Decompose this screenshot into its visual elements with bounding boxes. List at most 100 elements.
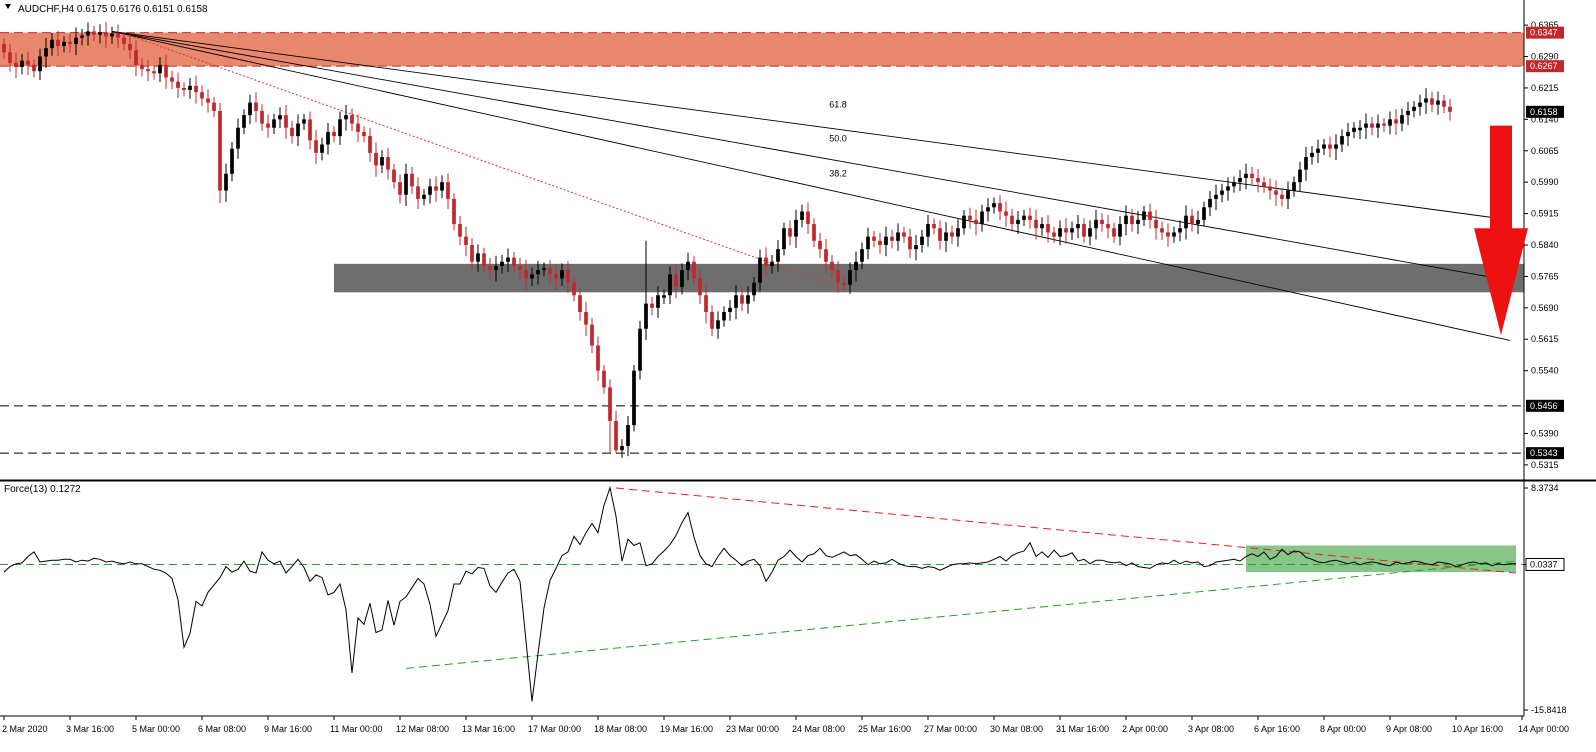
candle <box>752 277 756 302</box>
candle-body <box>302 119 306 124</box>
candle <box>350 108 354 132</box>
candle <box>434 176 438 202</box>
candle-body <box>704 295 708 313</box>
candle <box>194 75 198 104</box>
candle-body <box>818 240 822 250</box>
x-tick-label: 31 Mar 16:00 <box>1056 724 1109 734</box>
candle-body <box>500 261 504 266</box>
candle-body <box>242 115 246 128</box>
candle <box>812 218 816 248</box>
candle-body <box>362 131 366 137</box>
x-tick-label: 13 Mar 16:00 <box>462 724 515 734</box>
candle-body <box>716 320 720 329</box>
candle-body <box>68 41 72 44</box>
candle-body <box>512 257 516 266</box>
candle-body <box>1364 123 1368 128</box>
candle-body <box>734 295 738 308</box>
candle-body <box>1040 224 1044 229</box>
candle <box>1358 119 1362 140</box>
collapse-triangle-icon[interactable] <box>5 4 11 9</box>
candle-body <box>1346 131 1350 137</box>
candle <box>938 220 942 250</box>
candle-body <box>524 270 528 279</box>
candle <box>1340 129 1344 153</box>
candle <box>230 141 234 182</box>
candle <box>380 150 384 173</box>
price-tick-label: 0.5990 <box>1531 177 1559 187</box>
down-arrow-icon <box>1474 125 1528 336</box>
candle-body <box>884 236 888 245</box>
candle <box>578 287 582 321</box>
candle <box>152 65 156 80</box>
x-tick-label: 6 Apr 16:00 <box>1254 724 1300 734</box>
candle <box>182 82 186 97</box>
candle-body <box>1358 127 1362 131</box>
candle-body <box>1154 219 1158 229</box>
candle <box>1364 113 1368 140</box>
candle-body <box>698 278 702 296</box>
candle-body <box>296 123 300 137</box>
candle <box>650 296 654 316</box>
candle <box>386 148 390 180</box>
candle <box>524 259 528 290</box>
candle <box>680 263 684 295</box>
candle <box>1298 161 1302 191</box>
candle-body <box>1202 207 1206 220</box>
candle-body <box>1232 182 1236 187</box>
candle-body <box>1016 219 1020 225</box>
candle <box>818 232 822 258</box>
candle <box>1376 114 1380 138</box>
candle <box>482 247 486 273</box>
candle <box>128 36 132 60</box>
candle-body <box>92 31 96 35</box>
price-tick-label: 0.5390 <box>1531 428 1559 438</box>
candle-body <box>152 71 156 74</box>
candle <box>236 118 240 159</box>
candle <box>674 264 678 299</box>
candle-body <box>1136 219 1140 225</box>
force-green-trendline <box>405 560 1517 669</box>
price-tick-label: 0.5765 <box>1531 271 1559 281</box>
candle <box>1244 163 1248 190</box>
candle-body <box>104 32 108 37</box>
candle-body <box>956 228 960 237</box>
candle-body <box>872 236 876 241</box>
candle <box>56 30 60 57</box>
candle-body <box>638 328 642 371</box>
candle-body <box>1076 224 1080 229</box>
candle <box>866 227 870 260</box>
candle <box>1190 208 1194 232</box>
candle-body <box>1058 228 1062 237</box>
candle <box>44 37 48 68</box>
support-zone <box>334 263 1524 293</box>
candle-body <box>740 295 744 304</box>
fib-fan-line <box>111 30 1511 221</box>
candle-body <box>206 98 210 103</box>
candle <box>908 228 912 258</box>
candle-body <box>230 148 234 174</box>
x-tick-label: 12 Mar 08:00 <box>396 724 449 734</box>
candle-body <box>1004 211 1008 216</box>
candle <box>494 255 498 282</box>
fib-label: 61.8 <box>829 100 847 110</box>
candle <box>1010 208 1014 232</box>
candle-body <box>224 173 228 191</box>
candle <box>284 104 288 140</box>
candle <box>1286 181 1290 209</box>
candle-body <box>1388 119 1392 126</box>
candle <box>296 114 300 147</box>
candle-body <box>50 39 54 49</box>
candle-body <box>194 85 198 93</box>
candle <box>302 113 306 130</box>
candle-body <box>848 270 852 285</box>
candle-body <box>764 257 768 266</box>
candle <box>344 104 348 131</box>
candle-body <box>656 295 660 308</box>
candle <box>104 22 108 48</box>
candle <box>164 54 168 89</box>
price-label-box <box>1526 26 1564 39</box>
candle <box>1232 176 1236 193</box>
candle <box>1088 220 1092 246</box>
candle <box>362 126 366 143</box>
force-line <box>3 485 1517 702</box>
